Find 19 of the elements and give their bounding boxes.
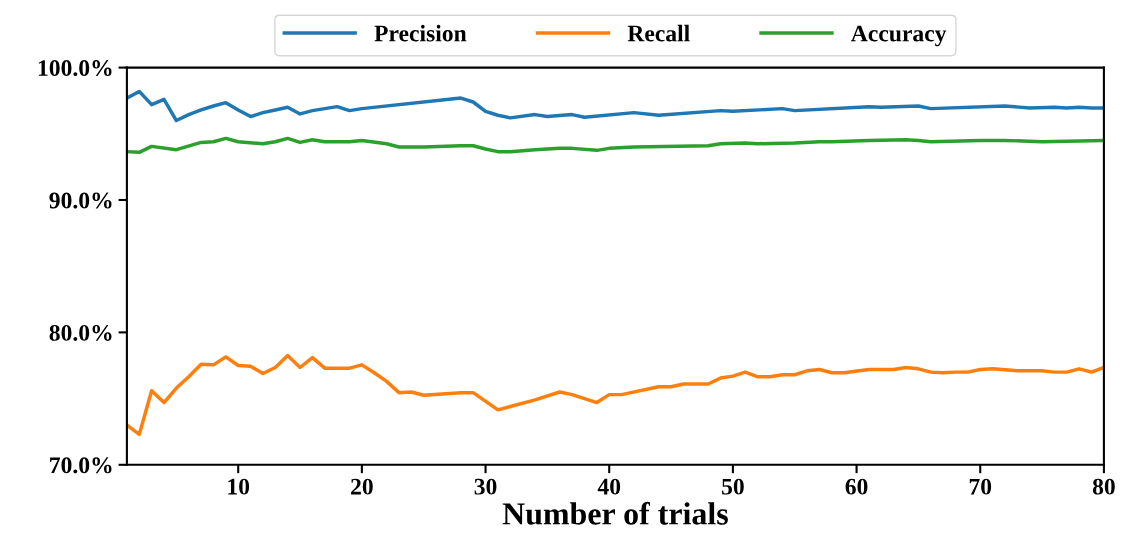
x-tick-label: 80 [1092,478,1115,495]
legend-label: Recall [627,24,690,42]
x-tick-label: 60 [845,478,868,495]
x-tick-label: 10 [228,478,250,495]
y-tick-label: 90.0% [49,192,112,209]
y-tick-label: 100.0% [38,60,112,77]
line-series [126,89,1104,123]
y-tick-label: 80.0% [49,324,112,341]
x-tick-label: 70 [969,478,992,495]
x-tick-label: 20 [351,478,373,495]
x-tick-label: 30 [474,478,497,495]
x-axis-title: Number of trials [502,501,728,525]
line-series [126,136,1104,155]
x-tick-label: 50 [722,478,744,495]
y-tick-label: 70.0% [50,457,112,474]
line-series [126,353,1104,437]
x-tick-label: 40 [597,478,621,495]
legend-label: Accuracy [851,25,947,47]
legend-label: Precision [374,24,467,42]
